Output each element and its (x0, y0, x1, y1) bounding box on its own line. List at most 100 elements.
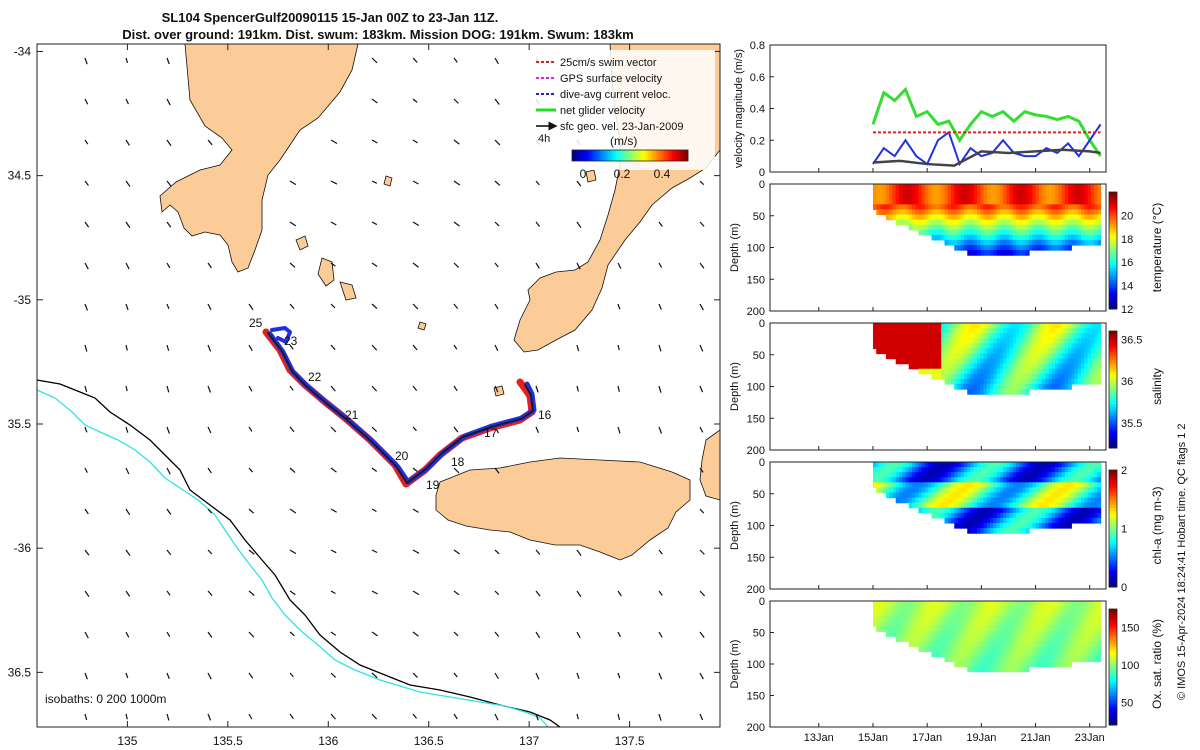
side-colorbar-cell (1109, 481, 1117, 486)
heatmap-cell (967, 631, 972, 637)
colorbar-cell (576, 150, 579, 161)
heatmap-cell (898, 194, 903, 200)
heatmap-cell (973, 482, 978, 488)
heatmap-cell (1048, 353, 1053, 360)
heatmap-cell (999, 522, 1004, 529)
heatmap-cell (879, 343, 884, 349)
side-colorbar-cell (1109, 584, 1117, 588)
heatmap-cell (908, 199, 913, 205)
heatmap-cell (934, 646, 939, 652)
side-colorbar-cell (1109, 331, 1117, 335)
heatmap-cell (1090, 214, 1095, 221)
heatmap-cell (1048, 373, 1053, 380)
depth-tick-label: 50 (753, 628, 765, 640)
heatmap-cell (1016, 328, 1020, 334)
heatmap-cell (983, 358, 988, 365)
heatmap-cell (938, 358, 942, 365)
velocity-vector (494, 467, 500, 474)
heatmap-cell (1022, 383, 1027, 390)
side-colorbar-cell (1109, 253, 1117, 257)
heatmap-cell (996, 204, 1001, 210)
heatmap-cell (977, 636, 981, 642)
heatmap-cell (1045, 601, 1050, 607)
heatmap-cell (951, 606, 955, 612)
heatmap-cell (1077, 497, 1082, 504)
heatmap-cell (1003, 338, 1007, 344)
heatmap-cell (999, 219, 1004, 226)
heatmap-cell (944, 646, 949, 652)
heatmap-cell (1068, 497, 1072, 504)
heatmap-cell (1097, 328, 1102, 334)
heatmap-cell (1071, 204, 1076, 210)
heatmap-cell (1022, 487, 1027, 494)
side-colorbar-cell (1109, 377, 1117, 382)
heatmap-cell (918, 323, 923, 329)
heatmap-cell (898, 477, 903, 483)
heatmap-cell (1003, 239, 1007, 246)
heatmap-cell (983, 606, 988, 612)
heatmap-cell (924, 616, 929, 622)
heatmap-cell (983, 621, 988, 627)
velocity-vector (535, 631, 541, 639)
heatmap-cell (1009, 209, 1014, 216)
heatmap-cell (1055, 651, 1059, 658)
heatmap-cell (1081, 512, 1085, 519)
heatmap-cell (964, 626, 968, 632)
side-colorbar-cell (1109, 557, 1117, 562)
heatmap-cell (999, 189, 1004, 195)
heatmap-cell (967, 467, 972, 473)
heatmap-cell (1038, 184, 1043, 190)
heatmap-cell (1090, 209, 1095, 216)
heatmap-cell (1051, 229, 1056, 236)
heatmap-cell (996, 666, 1001, 673)
heatmap-cell (964, 497, 968, 504)
heatmap-cell (928, 472, 933, 478)
heatmap-cell (1042, 323, 1046, 329)
heatmap-cell (1081, 482, 1085, 488)
heatmap-cell (1097, 636, 1102, 642)
heatmap-cell (1003, 194, 1007, 200)
heatmap-cell (1084, 611, 1089, 617)
heatmap-cell (983, 656, 988, 663)
heatmap-cell (1094, 323, 1098, 329)
heatmap-cell (1055, 234, 1059, 241)
heatmap-cell (1051, 477, 1056, 483)
heatmap-cell (993, 333, 998, 339)
heatmap-cell (1097, 348, 1102, 355)
heatmap-cell (973, 229, 978, 236)
velocity-vector (453, 262, 460, 268)
side-colorbar-cell (1109, 197, 1117, 202)
heatmap-cell (999, 363, 1004, 370)
heatmap-cell (1064, 487, 1069, 494)
heatmap-cell (1084, 358, 1089, 365)
heatmap-cell (1038, 353, 1043, 360)
heatmap-cell (944, 656, 949, 663)
velocity-vector (166, 303, 170, 310)
heatmap-cell (1051, 224, 1056, 231)
heatmap-cell (960, 517, 965, 524)
heatmap-cell (876, 199, 881, 205)
heatmap-cell (938, 343, 942, 349)
heatmap-cell (1035, 373, 1040, 380)
velocity-vector (330, 262, 336, 267)
heatmap-cell (915, 328, 920, 334)
heatmap-cell (1058, 601, 1063, 607)
heatmap-cell (977, 477, 981, 483)
heatmap-cell (1051, 219, 1056, 226)
heatmap-cell (951, 333, 955, 339)
heatmap-cell (970, 611, 975, 617)
heatmap-cell (924, 219, 929, 226)
heatmap-cell (1087, 378, 1092, 385)
heatmap-cell (1051, 343, 1056, 349)
heatmap-cell (986, 512, 991, 519)
heatmap-cell (1081, 462, 1085, 468)
colorbar-cell (656, 150, 659, 161)
colorbar-cell (622, 150, 625, 161)
heatmap-cell (885, 333, 890, 339)
heatmap-cell (1032, 636, 1037, 642)
heatmap-cell (1077, 368, 1082, 375)
heatmap-cell (1016, 601, 1020, 607)
heatmap-cell (892, 343, 897, 349)
velocity-vector (166, 262, 171, 269)
